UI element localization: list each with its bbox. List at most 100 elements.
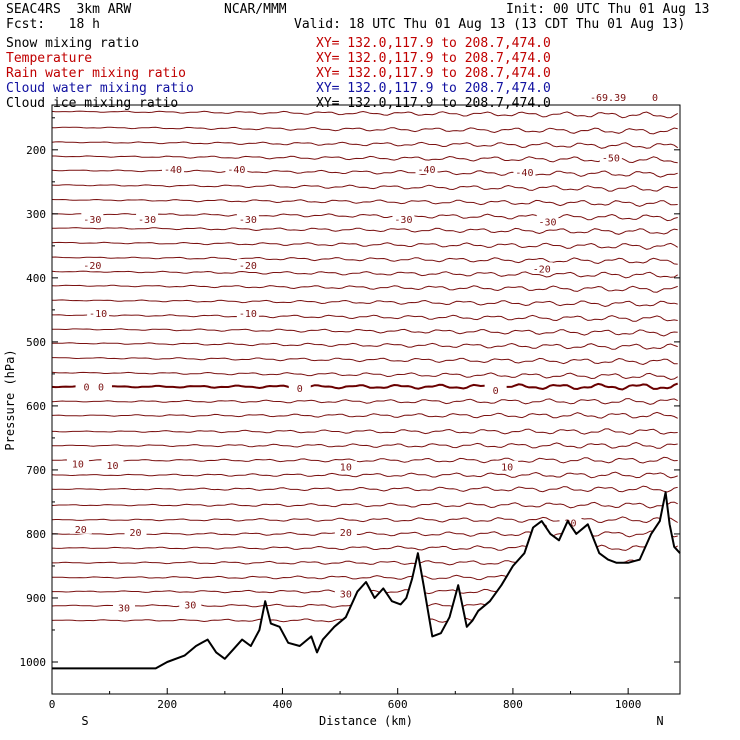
temp-label: -10 — [239, 309, 257, 320]
isotherm-line — [51, 270, 678, 279]
isotherm-line — [52, 299, 678, 308]
temp-label-bg — [415, 163, 438, 175]
top-temp-label: -69.39 — [590, 93, 626, 104]
temp-label: 30 — [118, 604, 130, 615]
field-name-rain: Rain water mixing ratio — [6, 66, 187, 81]
temp-label: -20 — [239, 261, 257, 272]
x-tick-label: 400 — [273, 698, 293, 711]
field-xy-cloud-water: XY= 132.0,117.9 to 208.7,474.0 — [316, 81, 551, 96]
temp-label: 10 — [106, 461, 118, 472]
temp-label-bg — [124, 526, 147, 538]
init-time: Init: 00 UTC Thu 01 Aug 13 — [506, 2, 710, 17]
temp-label: -30 — [394, 215, 412, 226]
temp-label-bg — [334, 587, 357, 599]
isotherm-line — [51, 342, 678, 350]
temp-label-bg — [136, 212, 159, 224]
y-tick-label: 1000 — [20, 656, 47, 669]
isotherm-line — [51, 198, 678, 207]
isotherm-line — [51, 485, 678, 493]
isotherm-line — [51, 501, 678, 509]
temp-label-bg — [179, 598, 202, 610]
isotherm-line — [51, 411, 678, 419]
temp-label: -30 — [538, 218, 556, 229]
terrain-line — [52, 491, 681, 670]
isotherm-line — [51, 441, 678, 449]
x-tick-label: 1000 — [615, 698, 642, 711]
north-label: N — [656, 714, 663, 728]
temp-label-bg — [236, 259, 259, 271]
x-tick-label: 800 — [503, 698, 523, 711]
isotherm-line — [51, 516, 678, 524]
south-label: S — [81, 714, 88, 728]
temp-label: -40 — [227, 165, 245, 176]
valid-time: Valid: 18 UTC Thu 01 Aug 13 (13 CDT Thu … — [294, 17, 686, 32]
field-xy-rain: XY= 132.0,117.9 to 208.7,474.0 — [316, 66, 551, 81]
x-tick-label: 600 — [388, 698, 408, 711]
field-name-temperature: Temperature — [6, 51, 93, 66]
temp-label-bg — [334, 526, 357, 538]
isotherm-line — [51, 169, 678, 178]
temp-label: 10 — [72, 460, 84, 471]
isotherm-line — [52, 314, 678, 322]
isotherm-line — [51, 110, 678, 119]
temp-label-bg — [392, 212, 415, 224]
temp-label: -30 — [83, 215, 101, 226]
y-tick-label: 900 — [26, 592, 46, 605]
isotherm-line — [51, 371, 678, 381]
temp-label-bg — [113, 601, 136, 613]
temp-label: 0 — [297, 384, 303, 395]
temp-label-bg — [236, 307, 259, 319]
temp-label-bg — [75, 380, 98, 392]
temp-label-bg — [66, 457, 89, 469]
y-tick-label: 300 — [26, 208, 46, 221]
temp-label-bg — [559, 516, 582, 528]
temp-label-bg — [599, 151, 622, 163]
y-tick-label: 500 — [26, 336, 46, 349]
isotherm-line — [51, 471, 678, 479]
temperature-labels: -50 -40 -40 -40 -40 -30 -30 -30 -30 -30 -20 -20 -20 -… — [66, 151, 622, 615]
temp-label: 0 — [98, 383, 104, 394]
temp-label-bg — [236, 212, 259, 224]
temp-label: 0 — [493, 386, 499, 397]
model-title: SEAC4RS 3km ARW — [6, 2, 132, 17]
isotherm-line — [52, 456, 678, 464]
top-zero-label: 0 — [652, 93, 658, 104]
isotherm-line — [51, 328, 678, 337]
temp-label-bg — [484, 383, 507, 395]
y-tick-label: 400 — [26, 272, 46, 285]
temp-label-bg — [496, 460, 519, 472]
y-tick-label: 600 — [26, 400, 46, 413]
axes: 0 200 400 600 800 100020030040050060070080090… — [20, 117, 680, 711]
temp-label: -30 — [239, 215, 257, 226]
temp-label-bg — [536, 215, 559, 227]
isotherm-line — [52, 428, 678, 435]
temp-label: 30 — [340, 589, 352, 600]
temp-label-bg — [530, 262, 553, 274]
temp-label: 20 — [130, 528, 142, 539]
y-tick-label: 200 — [26, 144, 46, 157]
temp-label-bg — [69, 522, 92, 534]
temp-label: 0 — [84, 383, 90, 394]
temp-label-bg — [161, 163, 184, 175]
field-xy-snow: XY= 132.0,117.9 to 208.7,474.0 — [316, 36, 551, 51]
field-name-snow: Snow mixing ratio — [6, 36, 140, 51]
temp-label-bg — [101, 458, 124, 470]
temp-label-bg — [89, 380, 112, 392]
temp-label-bg — [81, 259, 104, 271]
temp-label-bg — [288, 381, 311, 393]
isotherm-line — [51, 284, 678, 293]
temp-label: 10 — [340, 463, 352, 474]
isotherm-line — [51, 241, 678, 250]
x-tick-label: 200 — [157, 698, 177, 711]
y-axis-title: Pressure (hPa) — [3, 349, 17, 450]
temp-label-bg — [81, 212, 104, 224]
terrain-mask — [52, 492, 680, 694]
temp-label: 10 — [501, 463, 513, 474]
temp-label: 30 — [184, 600, 196, 611]
forecast-hour: Fcst: 18 h — [6, 17, 100, 32]
temp-label: 20 — [340, 528, 352, 539]
temp-label: -30 — [138, 215, 156, 226]
org-label: NCAR/MMM — [224, 2, 287, 17]
temp-label: -10 — [89, 309, 107, 320]
